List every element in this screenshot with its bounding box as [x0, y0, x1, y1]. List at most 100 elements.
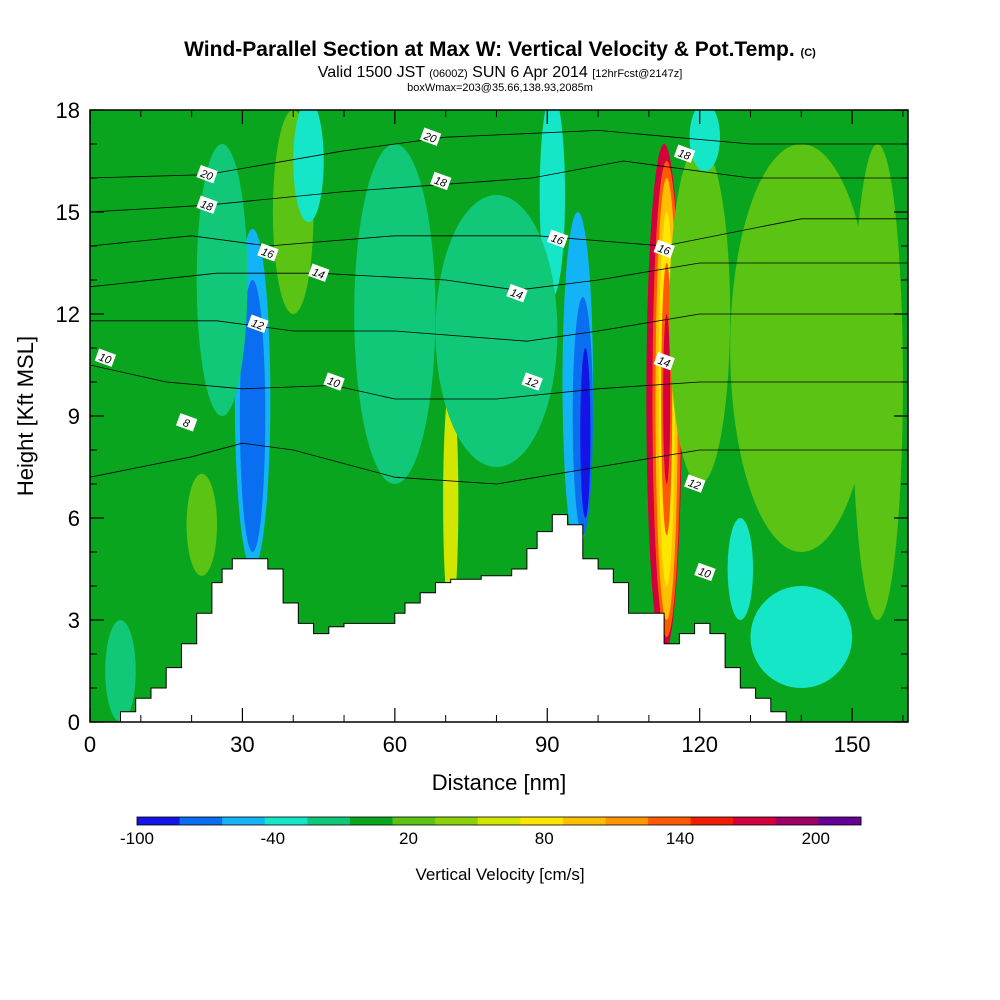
colorbar-swatch: [477, 817, 521, 825]
theta-contour-label: 10: [323, 372, 345, 391]
theta-contour-label: 16: [546, 229, 569, 248]
theta-contour-line: [90, 364, 908, 400]
plot-area: 8 10 12 14 16 18 20 18 16 14 12 10 14 12 10 18 16 20: [90, 110, 908, 722]
colorbar: -100 -40 20 80 140 200: [120, 816, 862, 848]
theta-contour-label-text: 14: [509, 287, 525, 302]
velocity-updraft: [730, 144, 873, 552]
theta-contour-label-text: 12: [686, 477, 702, 492]
theta-contour-labels: 8 10 12 14 16 18 20 18 16 14 12 10 14 12 10 18 16 20: [94, 127, 716, 582]
x-tick-label: 60: [383, 732, 407, 757]
theta-contour-label-text: 18: [676, 147, 692, 163]
theta-contour-label-box: [546, 229, 569, 248]
theta-contour-label-text: 14: [310, 266, 326, 281]
theta-contour-label: 14: [308, 263, 330, 282]
colorbar-swatch: [222, 817, 266, 825]
y-tick-label: 0: [68, 710, 80, 735]
theta-contour-label: 18: [430, 171, 452, 191]
theta-contour-label-box: [196, 164, 218, 184]
theta-contour-label: 16: [257, 243, 279, 262]
valid-date: SUN 6 Apr 2014: [472, 64, 588, 81]
colorbar-swatch: [818, 817, 862, 825]
colorbar-swatch: [137, 817, 181, 825]
theta-contour-line: [90, 262, 908, 291]
colorbar-swatch: [349, 817, 394, 825]
colorbar-swatch: [435, 817, 479, 825]
theta-contour-label: 14: [653, 351, 675, 371]
colorbar-tick-label: -100: [120, 829, 154, 848]
box-wmax-info: boxWmax=203@35.66,138.93,2085m: [407, 82, 593, 94]
theta-contour-label-text: 16: [656, 243, 672, 259]
chart-title-suffix: (C): [800, 47, 816, 59]
theta-contour-label-text: 18: [199, 198, 215, 214]
theta-contour-label: 12: [521, 372, 543, 391]
velocity-downdraft: [196, 144, 248, 416]
colorbar-swatch: [392, 817, 436, 825]
colorbar-swatch: [733, 817, 777, 825]
x-tick-label: 0: [84, 732, 96, 757]
velocity-updraft: [186, 473, 218, 576]
colorbar-swatch: [307, 817, 351, 825]
theta-contour-label-box: [653, 239, 675, 259]
velocity-updraft: [443, 382, 459, 620]
theta-contour-label-box: [506, 283, 528, 303]
velocity-downdraft: [727, 518, 754, 620]
y-tick-label: 3: [68, 608, 80, 633]
theta-contour-label: 18: [196, 195, 218, 214]
chart-title: Wind-Parallel Section at Max W: Vertical…: [0, 38, 1000, 65]
colorbar-tick-label: 140: [666, 829, 694, 848]
theta-contour-label-box: [323, 372, 345, 391]
theta-contour-label-text: 16: [260, 246, 276, 262]
theta-contour-label-text: 18: [432, 175, 448, 191]
colorbar-tick-label: 200: [802, 829, 830, 848]
theta-contour-label-box: [257, 243, 279, 262]
theta-contour-label: 8: [175, 413, 198, 432]
colorbar-swatch: [690, 817, 734, 825]
velocity-downdraft: [293, 110, 324, 223]
velocity-downdraft: [750, 586, 853, 688]
velocity-downdraft: [239, 280, 266, 552]
velocity-downdraft: [105, 620, 136, 722]
theta-contour-label-text: 12: [250, 317, 266, 332]
theta-contour-label-text: 10: [97, 351, 113, 367]
theta-contour-line: [90, 218, 908, 247]
theta-contour-label-text: 20: [198, 167, 215, 183]
y-axis-title: Height [Kft MSL]: [13, 336, 38, 496]
theta-contour-label: 20: [419, 127, 442, 146]
theta-contour-label: 20: [196, 164, 218, 184]
theta-contour-label-box: [196, 195, 218, 214]
theta-contour-label: 12: [247, 314, 269, 333]
theta-contour-label-box: [694, 562, 716, 582]
x-axis-title: Distance [nm]: [432, 770, 567, 795]
x-tick-label: 150: [834, 732, 871, 757]
valid-time-utc: (0600Z): [429, 68, 468, 80]
y-tick-label: 15: [56, 200, 80, 225]
velocity-downdraft: [539, 110, 566, 297]
theta-contour-label-box: [175, 413, 198, 432]
chart-title-text: Wind-Parallel Section at Max W: Vertical…: [184, 38, 795, 61]
theta-contour-label-text: 14: [656, 355, 672, 370]
x-tick-label: 30: [230, 732, 254, 757]
theta-contour-label-box: [94, 348, 117, 367]
theta-contour-label-box: [308, 263, 330, 282]
theta-contour-label-box: [521, 372, 543, 391]
x-tick-label: 120: [681, 732, 718, 757]
x-tick-label: 90: [535, 732, 559, 757]
theta-contour-line: [90, 313, 908, 342]
valid-time: Valid 1500 JST: [317, 64, 425, 81]
colorbar-tick-label: 20: [399, 829, 418, 848]
theta-contour-label-text: 16: [549, 232, 565, 248]
colorbar-swatch: [562, 817, 606, 825]
colorbar-frame: [136, 816, 862, 826]
theta-contour-label: 18: [673, 144, 696, 163]
colorbar-tick-label: 80: [535, 829, 554, 848]
velocity-downdraft: [689, 110, 721, 172]
colorbar-swatch: [264, 817, 308, 825]
chart-subtitle: Valid 1500 JST (0600Z) SUN 6 Apr 2014 [1…: [0, 65, 1000, 82]
terrain: [90, 514, 817, 722]
colorbar-swatch: [520, 817, 564, 825]
theta-contour-label: 10: [94, 348, 117, 367]
colorbar-swatch: [179, 817, 223, 825]
y-tick-label: 6: [68, 506, 80, 531]
theta-contour-label-box: [419, 127, 442, 146]
